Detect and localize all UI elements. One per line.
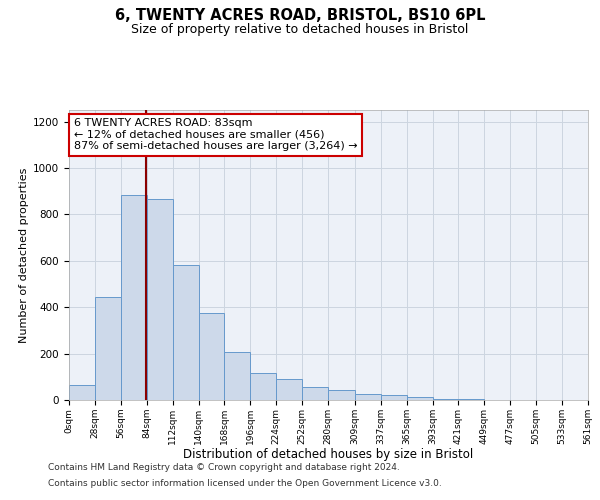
Text: Size of property relative to detached houses in Bristol: Size of property relative to detached ho… bbox=[131, 22, 469, 36]
X-axis label: Distribution of detached houses by size in Bristol: Distribution of detached houses by size … bbox=[184, 448, 473, 461]
Text: Contains public sector information licensed under the Open Government Licence v3: Contains public sector information licen… bbox=[48, 478, 442, 488]
Bar bbox=[407, 396, 433, 400]
Bar bbox=[276, 379, 302, 400]
Bar bbox=[173, 266, 199, 400]
Bar bbox=[302, 387, 328, 400]
Bar bbox=[224, 352, 250, 400]
Bar bbox=[250, 374, 276, 400]
Bar bbox=[95, 297, 121, 400]
Bar bbox=[381, 396, 407, 400]
Bar bbox=[328, 390, 355, 400]
Text: 6 TWENTY ACRES ROAD: 83sqm
← 12% of detached houses are smaller (456)
87% of sem: 6 TWENTY ACRES ROAD: 83sqm ← 12% of deta… bbox=[74, 118, 357, 152]
Bar bbox=[147, 200, 173, 400]
Y-axis label: Number of detached properties: Number of detached properties bbox=[19, 168, 29, 342]
Bar bbox=[433, 399, 458, 400]
Bar bbox=[121, 194, 147, 400]
Bar bbox=[355, 394, 381, 400]
Text: Contains HM Land Registry data © Crown copyright and database right 2024.: Contains HM Land Registry data © Crown c… bbox=[48, 464, 400, 472]
Bar bbox=[69, 385, 95, 400]
Bar bbox=[199, 313, 224, 400]
Text: 6, TWENTY ACRES ROAD, BRISTOL, BS10 6PL: 6, TWENTY ACRES ROAD, BRISTOL, BS10 6PL bbox=[115, 8, 485, 22]
